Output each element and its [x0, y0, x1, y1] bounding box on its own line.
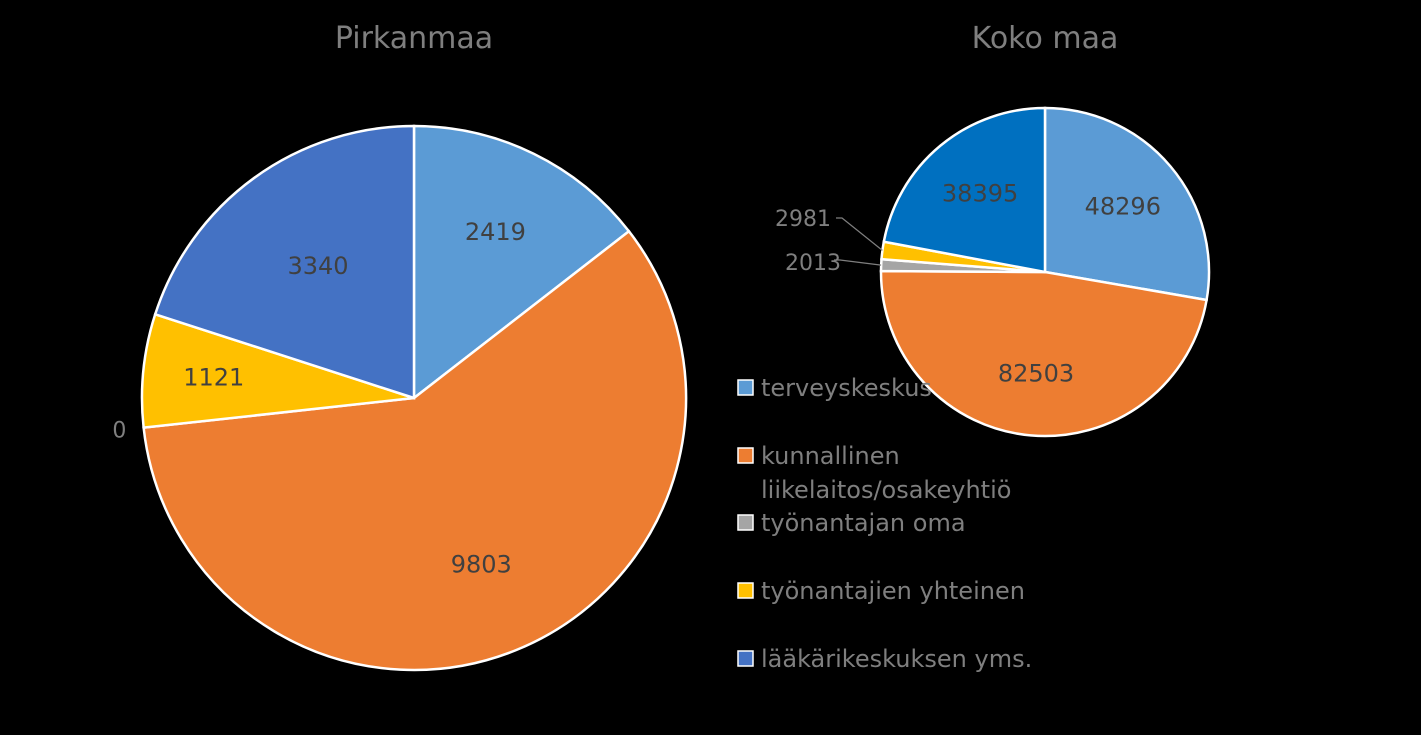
pie-slice-1-kunnallinen-liikelaitos-osakeyhti	[879, 269, 1209, 438]
legend-swatch-terveyskeskus	[737, 379, 754, 396]
legend-label-kunnallinen-liikelaitos-osakeyhti-1: liikelaitos/osakeyhtiö	[761, 476, 1011, 504]
legend-swatch-ty-nantajien-yhteinen	[737, 582, 754, 599]
pie-slice-0-l-k-rikeskuksen-yms	[153, 124, 416, 400]
legend-label-kunnallinen-liikelaitos-osakeyhti-0: kunnallinen	[761, 442, 900, 470]
leader-line-1-ty-nantajien-yhteinen	[836, 217, 883, 251]
legend-label-ty-nantajien-yhteinen-0: työnantajien yhteinen	[761, 577, 1025, 605]
pie-slice-0-kunnallinen-liikelaitos-osakeyhti	[142, 229, 688, 672]
pie-slice-0-terveyskeskus	[412, 124, 631, 401]
data-label-0-ty-nantajien-yhteinen: 1121	[183, 364, 244, 392]
legend-swatch-l-k-rikeskuksen-yms	[737, 650, 754, 667]
pie-koko-maa: 48296 82503 2013 2981 38395	[775, 106, 1211, 438]
legend-swatch-kunnallinen-liikelaitos-osakeyhti	[737, 447, 754, 464]
pie-slice-1-terveyskeskus	[1043, 106, 1211, 302]
leader-line-1-ty-nantajan-oma	[834, 259, 882, 266]
data-label-1-terveyskeskus: 48296	[1085, 193, 1161, 221]
data-label-0-kunnallinen-liikelaitos-osakeyhti: 9803	[451, 550, 512, 578]
legend-label-terveyskeskus-0: terveyskeskus	[761, 374, 932, 402]
legend: terveyskeskus kunnallinen liikelaitos/osak…	[737, 374, 1032, 673]
legend-label-l-k-rikeskuksen-yms-0: lääkärikeskuksen yms.	[761, 645, 1032, 673]
legend-swatch-ty-nantajan-oma	[737, 514, 754, 531]
data-label-0-l-k-rikeskuksen-yms: 3340	[287, 252, 348, 280]
pie-pirkanmaa: 2419 9803 0 1121 3340	[112, 124, 688, 672]
data-label-1-ty-nantajien-yhteinen: 2981	[775, 207, 831, 232]
chart-title-pirkanmaa: Pirkanmaa	[335, 21, 493, 56]
pie-slice-1-l-k-rikeskuksen-yms	[882, 106, 1047, 274]
pie-slice-0-ty-nantajien-yhteinen	[140, 312, 415, 430]
data-label-1-ty-nantajan-oma: 2013	[785, 251, 841, 276]
chart-title-koko-maa: Koko maa	[972, 21, 1119, 56]
data-label-1-l-k-rikeskuksen-yms: 38395	[942, 180, 1018, 208]
data-label-0-ty-nantajan-oma: 0	[112, 419, 126, 444]
data-label-0-terveyskeskus: 2419	[465, 218, 526, 246]
data-label-1-kunnallinen-liikelaitos-osakeyhti: 82503	[998, 359, 1074, 387]
legend-label-ty-nantajan-oma-0: työnantajan oma	[761, 509, 966, 537]
